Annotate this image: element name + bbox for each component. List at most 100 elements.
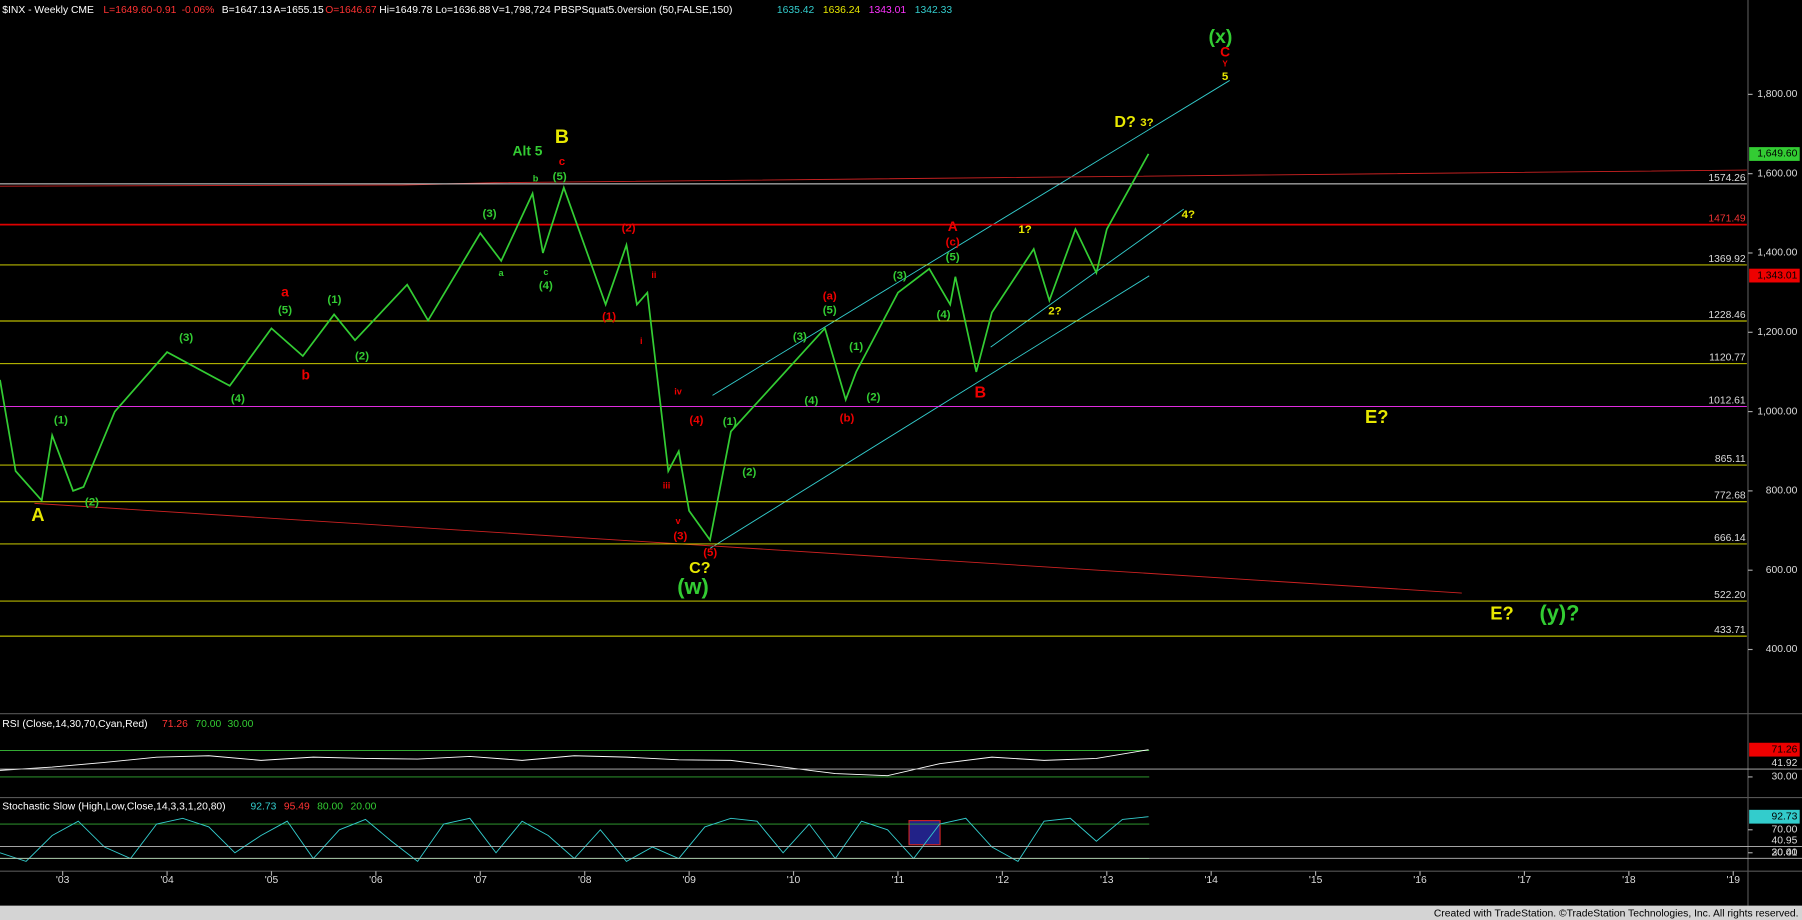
wave-label: (3) [179, 332, 193, 344]
wave-label: (2) [622, 223, 636, 235]
y-tick-label: 30.00 [1772, 848, 1798, 859]
y-tick-label: 30.00 [1772, 772, 1798, 783]
wave-label: (3) [893, 270, 907, 282]
wave-label: (4) [689, 415, 703, 427]
wave-label: (5) [946, 251, 960, 263]
wave-label: Y [1222, 59, 1228, 68]
header-text: Hi=1649.78 [379, 5, 432, 16]
wave-label: (4) [231, 393, 245, 405]
panel: Stochastic Slow (High,Low,Close,14,3,3,1… [0, 802, 1802, 863]
price-marker-label: 41.92 [1772, 758, 1798, 769]
x-tick-label: '13 [1100, 875, 1114, 886]
header-text: 20.00 [351, 802, 377, 813]
level-label: 1471.49 [1708, 214, 1746, 225]
level-label: 433.71 [1714, 625, 1746, 636]
level-label: 1574.26 [1708, 173, 1746, 184]
x-tick-label: '18 [1622, 875, 1636, 886]
wave-label: (1) [602, 311, 616, 323]
y-tick-label: 1,000.00 [1757, 406, 1797, 417]
y-tick-label: 1,200.00 [1757, 327, 1797, 338]
header-text: PBSPSquat5.0version (50,FALSE,150) [554, 5, 733, 16]
wave-label: a [499, 268, 505, 278]
header-text: L=1649.60 [103, 5, 152, 16]
y-tick-label: 70.00 [1772, 825, 1798, 836]
header-text: Stochastic Slow (High,Low,Close,14,3,3,1… [2, 802, 225, 813]
y-tick-label: 1,400.00 [1757, 248, 1797, 259]
wave-label: (2) [866, 392, 880, 404]
header-text: 1636.24 [823, 5, 861, 16]
wave-label: (3) [483, 208, 497, 220]
wave-label: 3? [1140, 117, 1153, 129]
wave-label: C? [689, 559, 710, 577]
wave-label: ii [651, 270, 656, 280]
level-label: 666.14 [1714, 533, 1746, 544]
channel-upper [712, 80, 1230, 396]
wave-label: (1) [723, 416, 737, 428]
footer: Created with TradeStation. ©TradeStation… [1434, 908, 1799, 919]
wave-label: E? [1365, 406, 1388, 427]
header-text: O=1646.67 [325, 5, 377, 16]
wave-label: (x) [1209, 26, 1233, 48]
wave-label: iii [663, 481, 671, 491]
level-label: 772.68 [1714, 491, 1746, 502]
wave-label: 1? [1018, 224, 1031, 236]
header-text: 80.00 [317, 802, 343, 813]
x-tick-label: '06 [369, 875, 383, 886]
header-text: 71.26 [162, 719, 188, 730]
wave-label: (2) [85, 496, 99, 508]
price-marker-label: 40.95 [1772, 835, 1798, 846]
y-tick-label: 800.00 [1766, 486, 1798, 497]
wave-label: E? [1490, 603, 1513, 624]
level-label: 865.11 [1715, 454, 1746, 465]
wave-label: B [974, 383, 986, 401]
wave-label: (5) [278, 304, 292, 316]
header-text: Lo=1636.88 [436, 5, 491, 16]
x-tick-label: '07 [474, 875, 488, 886]
y-tick-label: 400.00 [1766, 644, 1798, 655]
x-tick-label: '16 [1413, 875, 1427, 886]
wave-label: (w) [677, 574, 709, 599]
price-marker-label: 92.73 [1772, 811, 1798, 822]
header-text: RSI (Close,14,30,70,Cyan,Red) [2, 719, 147, 730]
header-text: 30.00 [228, 719, 254, 730]
x-tick-label: '10 [787, 875, 801, 886]
wave-label: (y)? [1540, 601, 1580, 626]
header-text: -0.91 [153, 5, 177, 16]
x-tick-label: '03 [56, 875, 70, 886]
support-line [34, 502, 1462, 594]
x-tick-label: '15 [1309, 875, 1323, 886]
wave-label: 5 [1222, 71, 1229, 83]
wave-label: i [640, 336, 643, 346]
price-marker-label: 20.41 [1772, 847, 1798, 858]
wave-label: A [948, 219, 958, 234]
level-label: 1120.77 [1709, 353, 1746, 364]
wave-label: B [555, 126, 569, 148]
wave-label: 2? [1048, 305, 1061, 317]
wave-label: (2) [742, 466, 756, 478]
price-marker [1749, 147, 1800, 161]
wave-label: (1) [849, 341, 863, 353]
y-tick-label: 1,800.00 [1757, 89, 1797, 100]
highlight-box [908, 820, 941, 846]
trend-lines [0, 80, 1747, 594]
header-text: 1342.33 [915, 5, 953, 16]
y-tick-label: 600.00 [1766, 565, 1798, 576]
wave-label: (5) [703, 547, 717, 559]
wave-label: (5) [553, 171, 567, 183]
wave-label: 4? [1182, 209, 1195, 221]
wave-label: (a) [823, 291, 837, 303]
wave-label: (1) [54, 415, 68, 427]
price-marker [1749, 809, 1800, 824]
wave-label: a [281, 285, 289, 300]
channel-inner [990, 208, 1184, 348]
panel: $INX - Weekly CME L=1649.60 -0.91 -0.06% B=1… [0, 5, 1800, 886]
x-tick-label: '12 [996, 875, 1010, 886]
wave-label: D? [1114, 113, 1135, 131]
footer-bar [0, 905, 1802, 920]
data-line [0, 153, 1150, 543]
header-text: B=1647.13 [222, 5, 273, 16]
panel: RSI (Close,14,30,70,Cyan,Red) 71.26 70.00 3… [0, 719, 1802, 783]
x-tick-label: '05 [265, 875, 279, 886]
wave-label: Alt 5 [513, 143, 543, 158]
